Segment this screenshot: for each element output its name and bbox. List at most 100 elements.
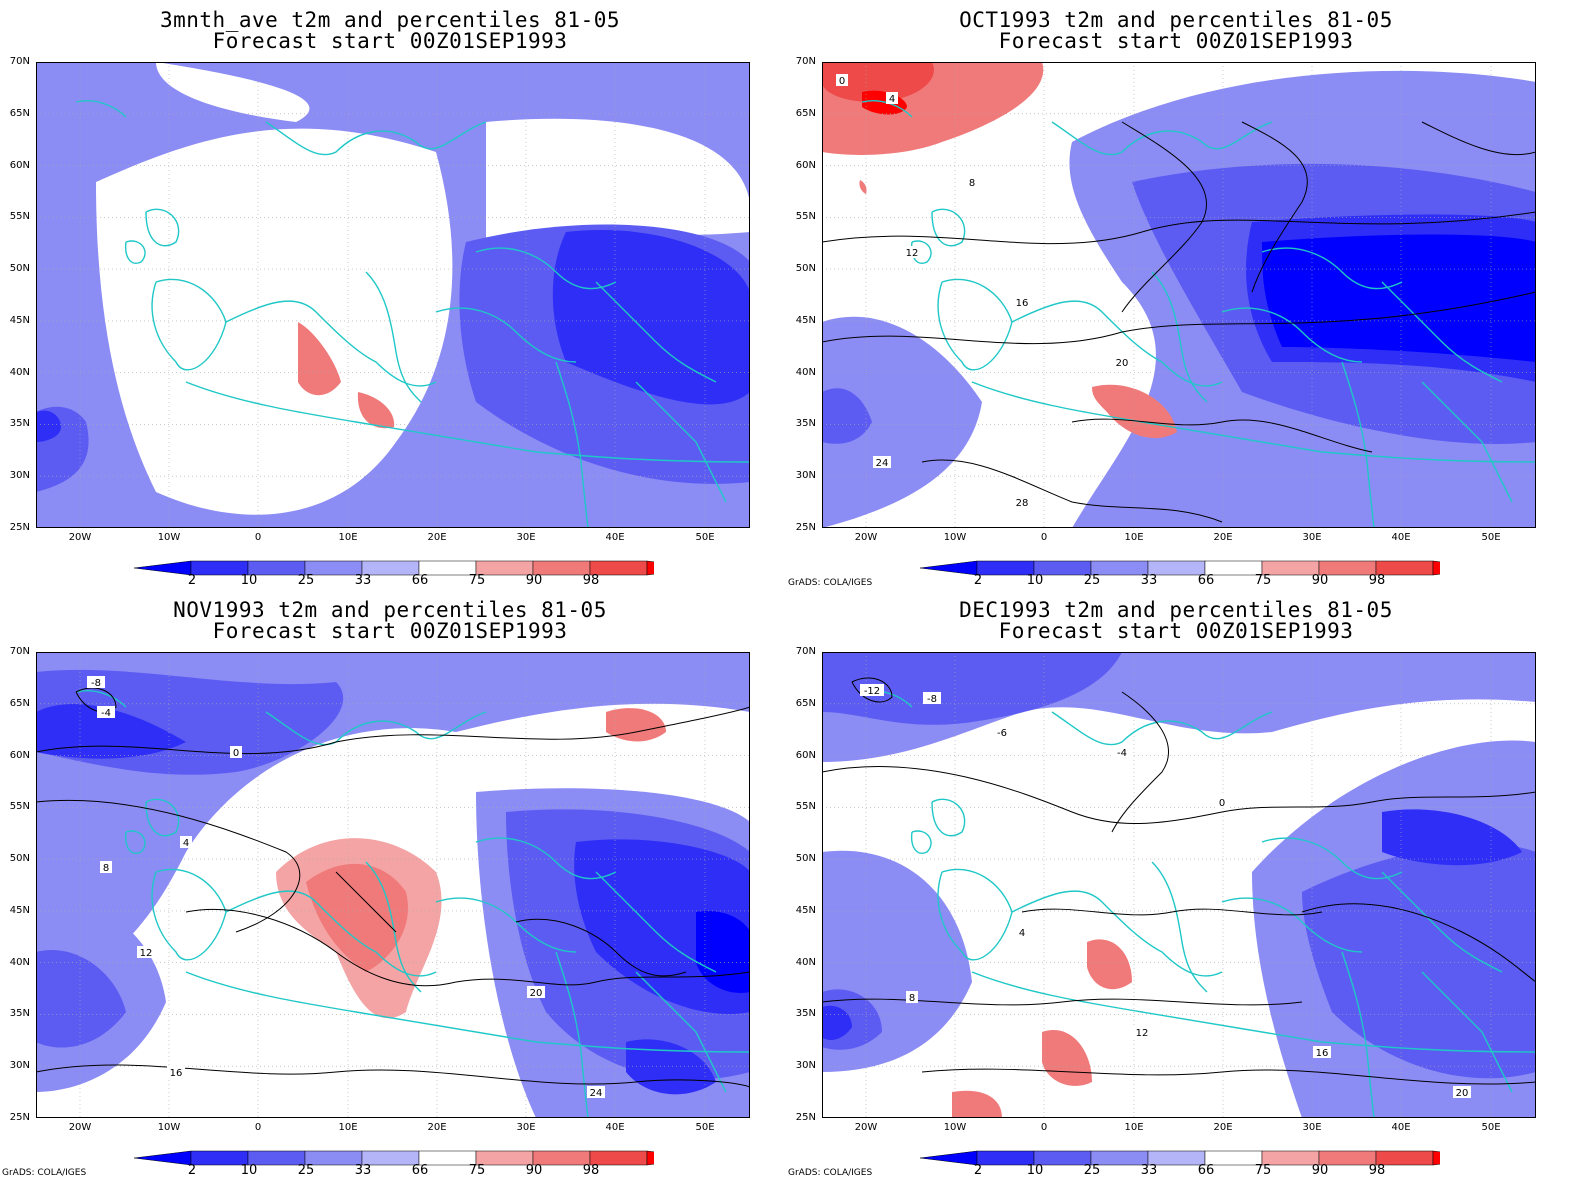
- colorbar-label: 2: [973, 573, 983, 588]
- latitude-label: 50N: [9, 263, 30, 275]
- coastline: [1151, 271, 1208, 403]
- panel-subtitle: Forecast start 00Z01SEP1993: [212, 29, 568, 53]
- longitude-label: 10W: [157, 532, 181, 543]
- contour-label: -12: [860, 684, 884, 697]
- latitude-label: 40N: [795, 366, 816, 378]
- latitude-label: 60N: [9, 749, 30, 761]
- colorbar-label: 75: [468, 1163, 486, 1178]
- contour-label: 24: [873, 456, 891, 469]
- svg-text:4: 4: [889, 94, 895, 105]
- coastline: [1381, 281, 1503, 383]
- colorbar: [134, 1150, 654, 1166]
- latitude-label: 40N: [795, 956, 816, 968]
- longitude-label: 10W: [943, 1122, 967, 1133]
- latitude-label: 55N: [9, 211, 30, 223]
- colorbar-label: 33: [1140, 573, 1158, 588]
- coastline: [124, 240, 146, 264]
- temperature-contour: [36, 1064, 750, 1088]
- colorbar: [920, 1150, 1440, 1166]
- percentile-shading-region: [552, 230, 750, 405]
- svg-text:20: 20: [1456, 1088, 1469, 1099]
- percentile-shading-region: [1382, 809, 1522, 866]
- latitude-label: 25N: [795, 1112, 816, 1123]
- contour-label: 8: [906, 991, 918, 1004]
- coastline: [1051, 121, 1273, 156]
- latitude-label: 50N: [9, 853, 30, 865]
- temperature-contour: [455, 971, 750, 986]
- longitude-label: 30E: [1302, 532, 1322, 543]
- temperature-contour: [1241, 121, 1308, 293]
- temperature-contour: [36, 799, 301, 933]
- panel-subtitle: Forecast start 00Z01SEP1993: [998, 619, 1354, 643]
- svg-text:8: 8: [909, 993, 915, 1004]
- coastline: [225, 890, 437, 977]
- latitude-label: 40N: [9, 956, 30, 968]
- longitude-label: 20E: [427, 1122, 447, 1133]
- percentile-shading-region: [36, 950, 126, 1048]
- percentile-shading-region: [606, 708, 666, 742]
- latitude-label: 55N: [795, 801, 816, 813]
- grads-credit: GrADS: COLA/IGES: [2, 1168, 87, 1178]
- map-plot: -12 -8 -6 -4 0 4 8 12 16 20: [822, 652, 1536, 1118]
- temperature-contour: [1221, 791, 1536, 813]
- panel-oct1993: OCT1993 t2m and percentiles 81-05 Forecas…: [786, 0, 1566, 590]
- coastline: [1261, 247, 1403, 290]
- colorbar-label: 33: [354, 573, 372, 588]
- longitude-label: 50E: [695, 1122, 715, 1133]
- latitude-label: 50N: [795, 853, 816, 865]
- longitude-label: 20W: [68, 532, 92, 543]
- panel-title: 3mnth_ave t2m and percentiles 81-05: [159, 8, 620, 32]
- colorbar-arrow-high: [646, 1150, 654, 1166]
- map-frame: [822, 62, 1536, 528]
- latitude-label: 70N: [795, 56, 816, 67]
- longitude-label: 0: [1040, 1122, 1048, 1133]
- contour-label: 16: [1313, 1046, 1331, 1059]
- contour-label: 20: [1453, 1086, 1471, 1099]
- coastline: [151, 868, 227, 961]
- colorbar-label: 10: [240, 1163, 258, 1178]
- latitude-label: 55N: [795, 211, 816, 223]
- contour-label: 12: [137, 946, 155, 959]
- coastline: [435, 897, 577, 953]
- coastline: [1051, 711, 1273, 746]
- svg-text:-6: -6: [997, 728, 1007, 739]
- colorbar-label: 90: [1311, 573, 1329, 588]
- coastline: [145, 208, 180, 247]
- percentile-shading-region: [486, 118, 750, 242]
- percentile-shading-region: [357, 392, 395, 429]
- svg-text:8: 8: [969, 178, 975, 189]
- longitude-label: 20W: [854, 1122, 878, 1133]
- longitude-label: 0: [1040, 532, 1048, 543]
- percentile-shading-region: [1087, 939, 1132, 990]
- panel-title: NOV1993 t2m and percentiles 81-05: [173, 598, 607, 622]
- temperature-contour: [1421, 121, 1536, 156]
- coastline: [265, 121, 487, 156]
- contour-label: 0: [1216, 796, 1228, 809]
- map-frame: [36, 652, 750, 1118]
- map-frame: [822, 652, 1536, 1118]
- colorbar: [134, 560, 654, 576]
- percentile-shading-region: [36, 410, 61, 442]
- longitude-label: 30E: [516, 1122, 536, 1133]
- percentile-shading-region: [298, 322, 341, 396]
- coastline: [1261, 837, 1403, 880]
- latitude-label: 65N: [795, 107, 816, 119]
- longitude-label: 50E: [695, 532, 715, 543]
- temperature-contour: [185, 908, 457, 987]
- colorbar-label: 25: [297, 1163, 315, 1178]
- grads-credit: GrADS: COLA/IGES: [788, 578, 873, 588]
- latitude-label: 70N: [9, 646, 30, 657]
- longitude-label: 20W: [68, 1122, 92, 1133]
- svg-text:-8: -8: [927, 694, 937, 705]
- latitude-label: 65N: [795, 697, 816, 709]
- percentile-shading-region: [859, 180, 867, 194]
- colorbar-label: 66: [411, 1163, 429, 1178]
- contour-label: 8: [966, 176, 978, 189]
- temperature-contour: [1121, 121, 1208, 313]
- temperature-contour: [822, 211, 1536, 245]
- panel-subtitle: Forecast start 00Z01SEP1993: [998, 29, 1354, 53]
- svg-text:4: 4: [183, 838, 189, 849]
- colorbar-label: 2: [973, 1163, 983, 1178]
- temperature-contour: [921, 459, 1223, 523]
- latitude-label: 45N: [9, 314, 30, 326]
